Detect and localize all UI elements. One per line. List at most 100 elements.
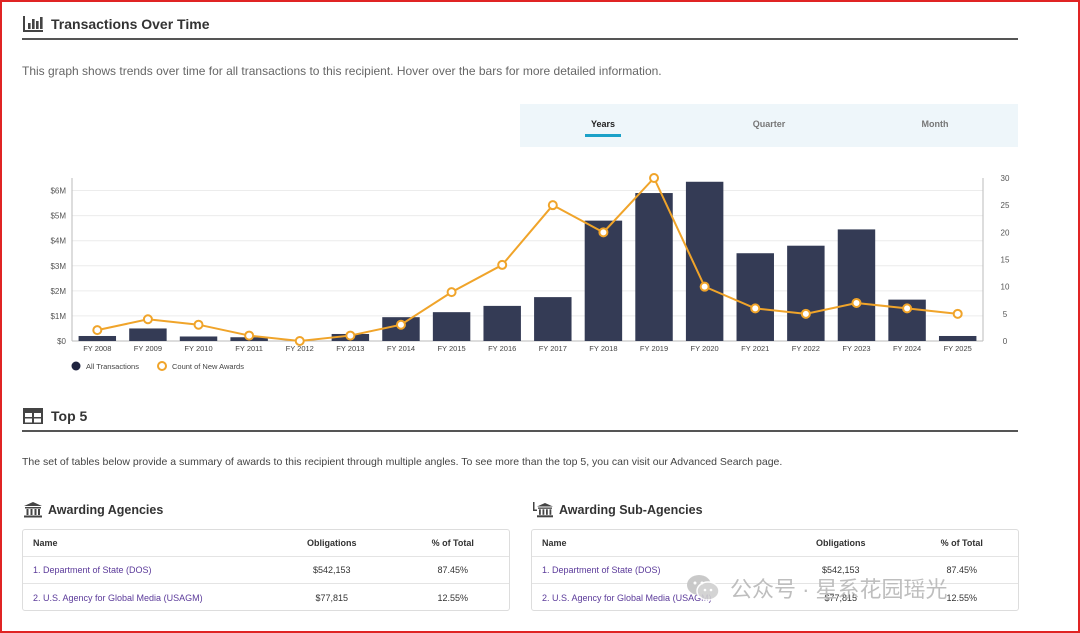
y-left-tick-label: $1M — [50, 312, 66, 321]
transactions-section-header: Transactions Over Time — [22, 10, 1018, 40]
table-row: 1. Department of State (DOS) $542,153 87… — [532, 557, 1018, 584]
awarding-agencies-header: Awarding Agencies — [24, 502, 163, 518]
awarding-sub-agencies-title: Awarding Sub-Agencies — [559, 503, 703, 517]
transactions-title: Transactions Over Time — [51, 16, 210, 32]
sub-agency-link[interactable]: 1. Department of State (DOS) — [542, 565, 661, 575]
bar — [129, 328, 167, 341]
x-tick-label: FY 2012 — [286, 344, 314, 353]
awarding-agencies-title: Awarding Agencies — [48, 503, 164, 517]
x-tick-label: FY 2024 — [893, 344, 921, 353]
y-right-tick-label: 15 — [1001, 256, 1010, 265]
col-obligations-header[interactable]: Obligations — [306, 538, 357, 548]
y-right-tick-label: 0 — [1003, 337, 1008, 346]
y-right-tick-label: 30 — [1001, 174, 1010, 183]
x-tick-label: FY 2023 — [842, 344, 870, 353]
awards-point — [193, 319, 204, 330]
period-tabs: Years Quarter Month — [520, 104, 1018, 147]
awards-point — [851, 297, 862, 308]
y-left-tick-label: $5M — [50, 212, 66, 221]
bar — [685, 181, 724, 341]
col-percent-header[interactable]: % of Total — [940, 538, 983, 548]
bar — [635, 193, 673, 341]
x-tick-label: FY 2009 — [134, 344, 162, 353]
y-left-tick-label: $6M — [50, 187, 66, 196]
percent-value: 87.45% — [946, 565, 977, 575]
y-left-tick-label: $4M — [50, 237, 66, 246]
x-tick-label: FY 2020 — [691, 344, 719, 353]
table-header: Name Obligations % of Total — [532, 530, 1018, 557]
y-left-tick-label: $3M — [50, 262, 66, 271]
table-icon — [23, 408, 43, 424]
obligations-value: $542,153 — [821, 565, 860, 575]
y-right-tick-label: 25 — [1001, 201, 1010, 210]
obligations-value: $77,815 — [315, 592, 349, 603]
x-tick-label: FY 2010 — [184, 344, 212, 353]
sub-agency-bank-icon — [533, 502, 553, 518]
col-percent-header[interactable]: % of Total — [431, 538, 474, 548]
x-tick-label: FY 2017 — [539, 344, 567, 353]
agency-link[interactable]: 2. U.S. Agency for Global Media (USAGM) — [33, 592, 203, 603]
x-tick-label: FY 2016 — [488, 344, 516, 353]
col-obligations-header[interactable]: Obligations — [815, 538, 866, 548]
y-left-tick-label: $0 — [57, 337, 66, 346]
col-name-header[interactable]: Name — [542, 538, 567, 548]
bar — [787, 245, 825, 341]
watermark: 公众号 · 星系花园瑶光 — [686, 572, 948, 604]
bar — [483, 305, 521, 341]
percent-value: 12.55% — [437, 592, 468, 603]
x-tick-label: FY 2025 — [944, 344, 972, 353]
awards-point — [649, 173, 660, 183]
awards-point — [395, 319, 406, 330]
tab-month[interactable]: Month — [921, 119, 949, 129]
awarding-sub-agencies-table: Name Obligations % of Total 1. Departmen… — [531, 529, 1019, 611]
bar — [179, 336, 218, 341]
percent-value: 12.55% — [946, 592, 977, 603]
y-right-tick-label: 5 — [1003, 310, 1008, 319]
x-tick-label: FY 2014 — [387, 344, 415, 353]
sub-agency-link[interactable]: 2. U.S. Agency for Global Media (USAGM) — [542, 592, 712, 603]
top5-description: The set of tables below provide a summar… — [22, 456, 783, 468]
transactions-description: This graph shows trends over time for al… — [22, 64, 662, 78]
tab-years[interactable]: Years — [520, 104, 686, 147]
awards-point — [92, 325, 103, 336]
awards-point — [244, 330, 255, 341]
obligations-value: $542,153 — [312, 565, 351, 575]
awards-point — [547, 200, 558, 211]
awards-point — [750, 303, 761, 314]
x-tick-label: FY 2015 — [437, 344, 465, 353]
table-row: 1. Department of State (DOS) $542,153 87… — [23, 557, 509, 584]
awards-point — [598, 227, 609, 238]
awards-point — [800, 308, 811, 319]
x-tick-label: FY 2021 — [741, 344, 769, 353]
awards-point — [345, 330, 356, 341]
awards-point — [902, 303, 913, 314]
awards-point — [294, 336, 305, 346]
bar — [432, 312, 471, 341]
agency-link[interactable]: 1. Department of State (DOS) — [33, 565, 152, 575]
percent-value: 87.45% — [437, 565, 468, 575]
legend-label-transactions: All Transactions — [86, 362, 139, 371]
awards-point — [952, 308, 963, 319]
awarding-sub-agencies-header: Awarding Sub-Agencies — [533, 502, 703, 518]
bar — [534, 297, 572, 341]
bar — [584, 220, 623, 341]
bar-chart-icon — [23, 16, 43, 32]
awards-line — [97, 176, 958, 343]
awards-point — [497, 259, 508, 270]
y-left-tick-label: $2M — [50, 287, 66, 296]
awards-point — [446, 287, 457, 298]
legend-label-awards: Count of New Awards — [172, 362, 244, 371]
bank-icon — [24, 502, 42, 518]
tab-quarter[interactable]: Quarter — [752, 119, 786, 129]
x-tick-label: FY 2008 — [83, 344, 111, 353]
awarding-agencies-table: Name Obligations % of Total 1. Departmen… — [22, 529, 510, 611]
wechat-icon — [687, 575, 720, 601]
table-row: 2. U.S. Agency for Global Media (USAGM) … — [23, 584, 509, 610]
col-name-header[interactable]: Name — [33, 538, 58, 548]
x-tick-label: FY 2011 — [235, 344, 263, 353]
legend-swatch-awards — [157, 361, 167, 371]
bar — [837, 229, 876, 341]
top5-section-header: Top 5 — [22, 402, 1018, 432]
bar — [78, 335, 117, 341]
bar — [938, 335, 977, 341]
